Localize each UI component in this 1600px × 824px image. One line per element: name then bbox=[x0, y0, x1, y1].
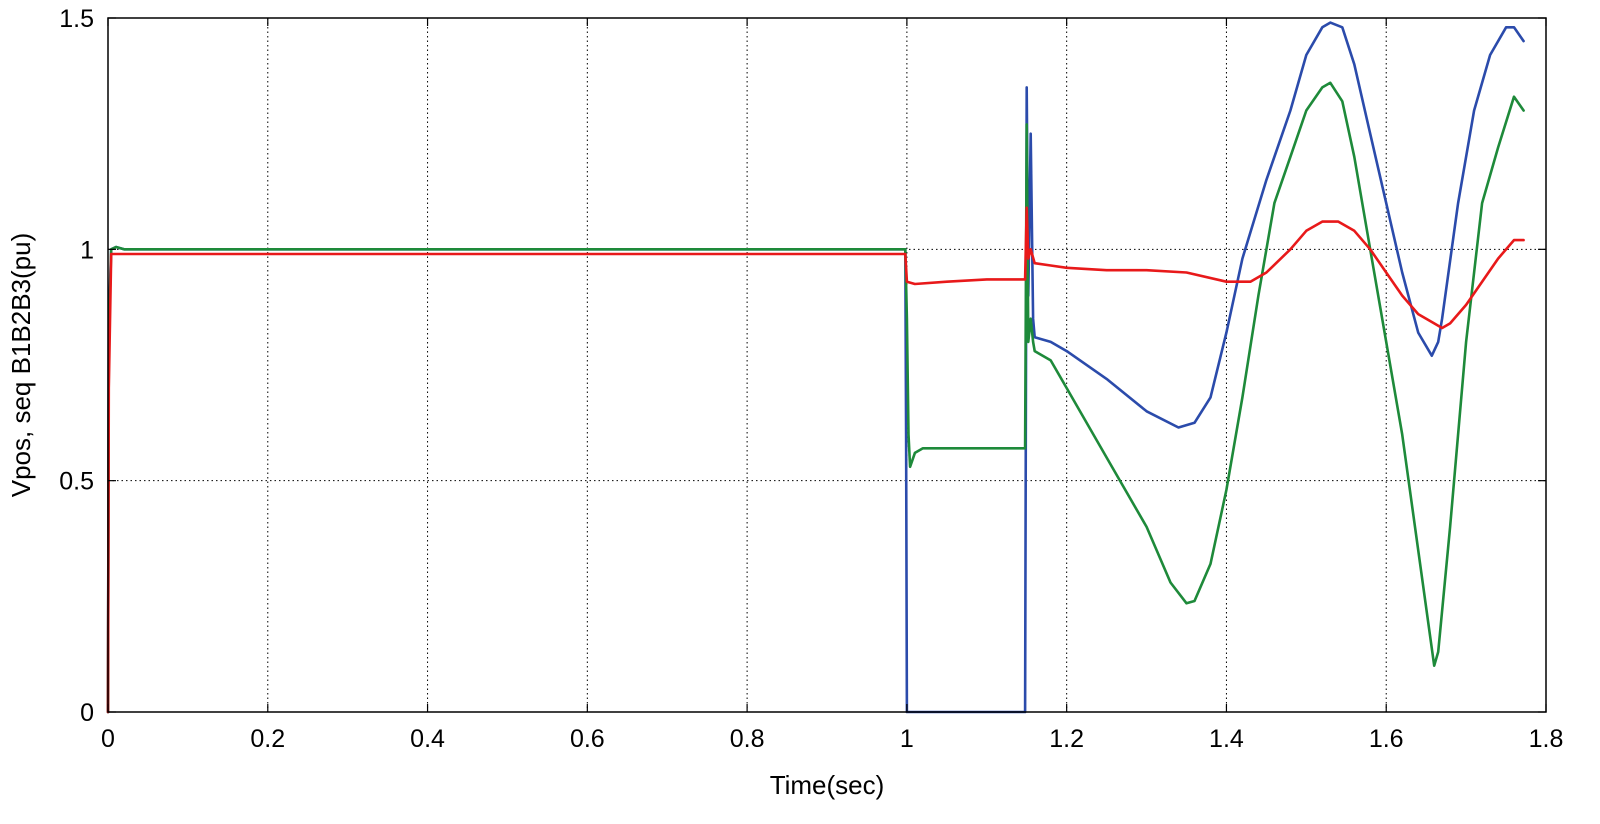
x-tick-label: 1.4 bbox=[1209, 725, 1244, 753]
series-line-3 bbox=[106, 206, 1525, 714]
series-lines bbox=[106, 21, 1525, 714]
x-tick-label: 0.6 bbox=[570, 725, 605, 753]
x-tick-label: 0 bbox=[101, 725, 115, 753]
plot-frame bbox=[107, 17, 1547, 713]
x-tick-label: 1.2 bbox=[1049, 725, 1084, 753]
x-tick-label: 1.6 bbox=[1369, 725, 1404, 753]
x-tick-label: 1.8 bbox=[1529, 725, 1564, 753]
y-tick-label: 0.5 bbox=[59, 468, 94, 496]
axis-ticks: 0 0.2 0.4 0.6 0.8 1 1.2 1.4 1.6 1.8 0 0.5 1 1.5 bbox=[59, 5, 1563, 753]
y-axis-label: Vpos, seq B1B2B3(pu) bbox=[6, 233, 36, 498]
x-tick-label: 0.4 bbox=[410, 725, 445, 753]
x-tick-label: 0.8 bbox=[730, 725, 765, 753]
y-tick-label: 1 bbox=[80, 236, 94, 264]
y-tick-label: 0 bbox=[80, 699, 94, 727]
y-tick-label: 1.5 bbox=[59, 5, 94, 33]
x-axis-label: Time(sec) bbox=[770, 770, 885, 800]
x-tick-label: 0.2 bbox=[250, 725, 285, 753]
series-line-2 bbox=[106, 81, 1525, 714]
x-tick-label: 1 bbox=[900, 725, 914, 753]
grid bbox=[108, 18, 1546, 712]
series-line-1 bbox=[106, 21, 1525, 714]
